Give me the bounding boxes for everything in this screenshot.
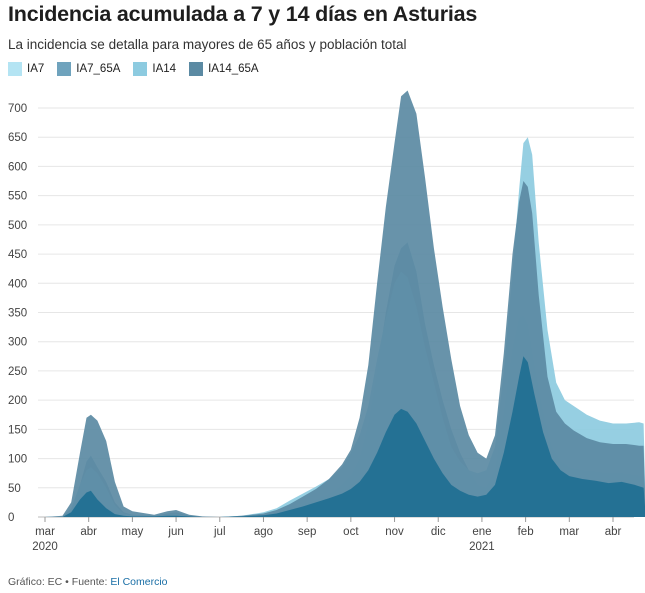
x-tick-label: abr — [605, 526, 622, 538]
legend-label-ia14-65a: IA14_65A — [208, 63, 259, 75]
legend: IA7 IA7_65A IA14 IA14_65A — [8, 62, 272, 76]
series-areas — [45, 90, 645, 517]
footer: Gráfico: EC • Fuente: El Comercio — [8, 576, 168, 588]
y-tick-label: 100 — [8, 454, 27, 466]
y-axis: 0 50 100 150 200 250 300 350 400 450 500 550 600 650 7… — [8, 103, 27, 524]
x-year-label: 2021 — [469, 541, 495, 553]
footer-credit: Gráfico: EC • Fuente: — [8, 576, 111, 588]
x-tick-label: mar — [35, 526, 55, 538]
legend-item-ia7-65a[interactable]: IA7_65A — [57, 62, 120, 76]
chart-title: Incidencia acumulada a 7 y 14 días en As… — [8, 2, 478, 26]
x-tick-label: mar — [559, 526, 579, 538]
y-tick-label: 650 — [8, 132, 27, 144]
x-tick-label: jul — [213, 526, 226, 538]
legend-label-ia7: IA7 — [27, 63, 45, 75]
y-tick-label: 550 — [8, 191, 27, 203]
y-tick-label: 150 — [8, 424, 27, 436]
legend-label-ia14: IA14 — [152, 63, 177, 75]
x-tick-label: feb — [518, 526, 534, 538]
legend-swatch-ia14 — [133, 62, 148, 76]
y-tick-label: 700 — [8, 103, 27, 115]
x-tick-label: nov — [385, 526, 404, 538]
y-tick-label: 450 — [8, 249, 27, 261]
legend-item-ia14[interactable]: IA14 — [133, 62, 176, 76]
y-tick-label: 0 — [8, 512, 14, 524]
x-tick-label: sep — [298, 526, 317, 538]
y-tick-label: 50 — [8, 483, 21, 495]
x-tick-label: abr — [80, 526, 97, 538]
legend-item-ia14-65a[interactable]: IA14_65A — [189, 62, 259, 76]
chart-subtitle: La incidencia se detalla para mayores de… — [8, 37, 407, 52]
x-axis: mar 2020 abr may jun jul ago sep oct nov dic ene 202… — [32, 517, 621, 553]
y-tick-label: 300 — [8, 337, 27, 349]
x-tick-label: dic — [431, 526, 446, 538]
x-tick-label: may — [122, 526, 144, 538]
source-link[interactable]: El Comercio — [110, 576, 168, 588]
y-tick-label: 400 — [8, 278, 27, 290]
legend-item-ia7[interactable]: IA7 — [8, 62, 44, 76]
y-tick-label: 600 — [8, 161, 27, 173]
x-tick-label: ene — [472, 526, 491, 538]
y-tick-label: 500 — [8, 220, 27, 232]
x-year-label: 2020 — [32, 541, 58, 553]
x-tick-label: oct — [343, 526, 359, 538]
legend-swatch-ia14-65a — [189, 62, 204, 76]
x-tick-label: ago — [254, 526, 273, 538]
y-tick-label: 200 — [8, 395, 27, 407]
legend-swatch-ia7 — [8, 62, 22, 76]
series-area-4 — [45, 356, 645, 517]
x-tick-label: jun — [167, 526, 183, 538]
legend-label-ia7-65a: IA7_65A — [76, 63, 121, 75]
legend-swatch-ia7-65a — [57, 62, 72, 76]
y-tick-label: 350 — [8, 308, 27, 320]
series-area-3 — [45, 90, 645, 517]
y-tick-label: 250 — [8, 366, 27, 378]
